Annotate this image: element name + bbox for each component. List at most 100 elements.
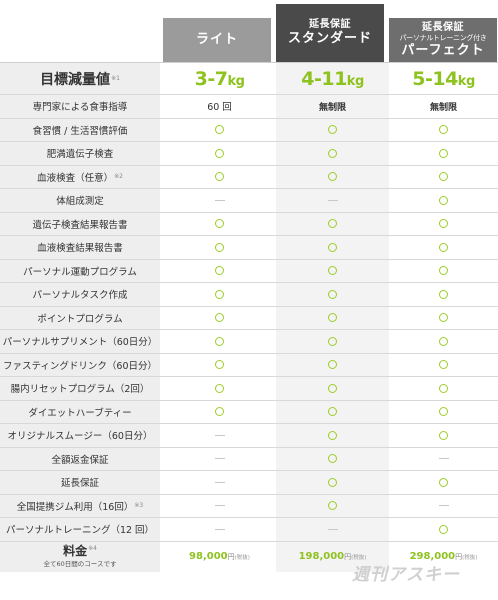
table-row: 血液検査（任意） ※2: [0, 165, 498, 189]
row-cell-standard: [276, 377, 389, 400]
price-note: ※4: [88, 545, 97, 552]
circle-check-icon: [439, 407, 448, 417]
row-cell-perfect: [389, 354, 498, 377]
row-cell-perfect: 無制限: [389, 95, 498, 118]
row-cell-standard: [276, 447, 389, 470]
circle-check-icon: [215, 407, 224, 417]
target-num-light: 3-7: [194, 67, 228, 90]
row-label: 全国提携ジム利用（16回） ※3: [0, 494, 160, 517]
circle-check-icon: [328, 454, 337, 464]
row-label-text: 遺伝子検査結果報告書: [32, 219, 128, 231]
row-cell-light: [163, 189, 276, 212]
row-label-text: パーソナルサプリメント（60日分）: [2, 337, 158, 349]
circle-check-icon: [439, 242, 448, 252]
target-unit-light: kg: [227, 73, 245, 89]
row-label: 腸内リセットプログラム（2回）: [0, 377, 160, 400]
row-cell-standard: [276, 212, 389, 235]
table-row: パーソナルサプリメント（60日分）: [0, 330, 498, 354]
row-cell-light: [163, 354, 276, 377]
price-light: 98,000円(税抜): [189, 551, 250, 562]
row-label: 肥満遺伝子検査: [0, 142, 160, 165]
plan-sup-perfect: 延長保証: [422, 21, 464, 33]
dash-icon: [214, 199, 225, 201]
row-cell-light: [163, 166, 276, 189]
circle-check-icon: [439, 172, 448, 182]
circle-check-icon: [328, 266, 337, 276]
row-label-text: 血液検査（任意）: [37, 172, 114, 184]
target-unit-perfect: kg: [457, 73, 475, 89]
price-standard: 198,000円(税抜): [299, 551, 367, 562]
circle-check-icon: [439, 148, 448, 158]
table-row: 専門家による食事指導 60 回 無制限 無制限: [0, 95, 498, 119]
table-row: 全国提携ジム利用（16回） ※3: [0, 494, 498, 518]
circle-check-icon: [439, 477, 448, 487]
circle-check-icon: [328, 477, 337, 487]
table-row: パーソナルタスク作成: [0, 283, 498, 307]
target-value-light: 3-7kg: [195, 68, 245, 90]
target-label-text: 目標減量値: [40, 71, 111, 88]
row-label: ダイエットハーブティー: [0, 400, 160, 423]
row-label: オリジナルスムージー（60日分）: [0, 424, 160, 447]
row-cell-standard: [276, 236, 389, 259]
target-cell-perfect: 5-14kg: [389, 63, 498, 94]
row-label-text: 腸内リセットプログラム（2回）: [10, 384, 150, 396]
row-label-text: 延長保証: [60, 478, 99, 490]
row-note: ※3: [134, 502, 144, 510]
row-cell-standard: [276, 259, 389, 282]
price-value-standard: 198,000: [298, 551, 345, 562]
circle-check-icon: [328, 501, 337, 511]
table-row: 血液検査結果報告書: [0, 236, 498, 260]
circle-check-icon: [215, 313, 224, 323]
plan-sup-standard: 延長保証: [309, 19, 351, 30]
table-row: 延長保証: [0, 471, 498, 495]
price-cell-light: 98,000円(税抜): [163, 542, 276, 572]
row-label-text: 全国提携ジム利用（16回）: [16, 501, 134, 513]
target-value-standard: 4-11kg: [301, 68, 364, 90]
row-cell-standard: [276, 400, 389, 423]
circle-check-icon: [439, 360, 448, 370]
row-label-text: ポイントプログラム: [37, 313, 123, 325]
row-label: パーソナルタスク作成: [0, 283, 160, 306]
row-cell-perfect: [389, 518, 498, 541]
table-row: 全額返金保証: [0, 447, 498, 471]
table-row: 遺伝子検査結果報告書: [0, 212, 498, 236]
row-label: パーソナルサプリメント（60日分）: [0, 330, 160, 353]
price-tax-perfect: (税抜): [462, 555, 478, 561]
circle-check-icon: [328, 360, 337, 370]
row-cell-perfect: [389, 377, 498, 400]
row-cell-perfect: [389, 142, 498, 165]
row-label-text: 肥満遺伝子検査: [46, 149, 114, 161]
row-cell-standard: [276, 330, 389, 353]
row-cell-standard: 無制限: [276, 95, 389, 118]
row-cell-perfect: [389, 213, 498, 236]
row-label-text: 専門家による食事指導: [32, 102, 128, 114]
row-label-text: パーソナルトレーニング（12 回）: [5, 525, 155, 537]
price-label-main: 料金※4: [63, 542, 97, 558]
price-value-perfect: 298,000: [409, 551, 456, 562]
row-cell-light: [163, 283, 276, 306]
circle-check-icon: [439, 430, 448, 440]
plan-header-standard: 延長保証 スタンダード: [276, 4, 384, 62]
circle-check-icon: [439, 219, 448, 229]
row-cell-light: [163, 119, 276, 142]
row-note: ※2: [114, 173, 123, 181]
circle-check-icon: [215, 360, 224, 370]
row-cell-perfect: [389, 401, 498, 424]
target-cell-standard: 4-11kg: [276, 63, 389, 94]
row-cell-standard: [276, 353, 389, 376]
circle-check-icon: [215, 125, 224, 135]
row-cell-perfect: [389, 119, 498, 142]
row-cell-light: [163, 495, 276, 518]
row-cell-standard: [276, 424, 389, 447]
row-label: 延長保証: [0, 471, 160, 494]
circle-check-icon: [328, 172, 337, 182]
row-cell-light: [163, 330, 276, 353]
table-row: ダイエットハーブティー: [0, 400, 498, 424]
row-cell-standard: [276, 283, 389, 306]
target-value-perfect: 5-14kg: [412, 68, 475, 90]
row-cell-light: [163, 377, 276, 400]
row-cell-standard: [276, 118, 389, 141]
feature-rows: 専門家による食事指導 60 回 無制限 無制限 食習慣 / 生活習慣評価 肥満遺伝子検査血…: [0, 95, 498, 542]
circle-check-icon: [439, 313, 448, 323]
table-row: ポイントプログラム: [0, 306, 498, 330]
